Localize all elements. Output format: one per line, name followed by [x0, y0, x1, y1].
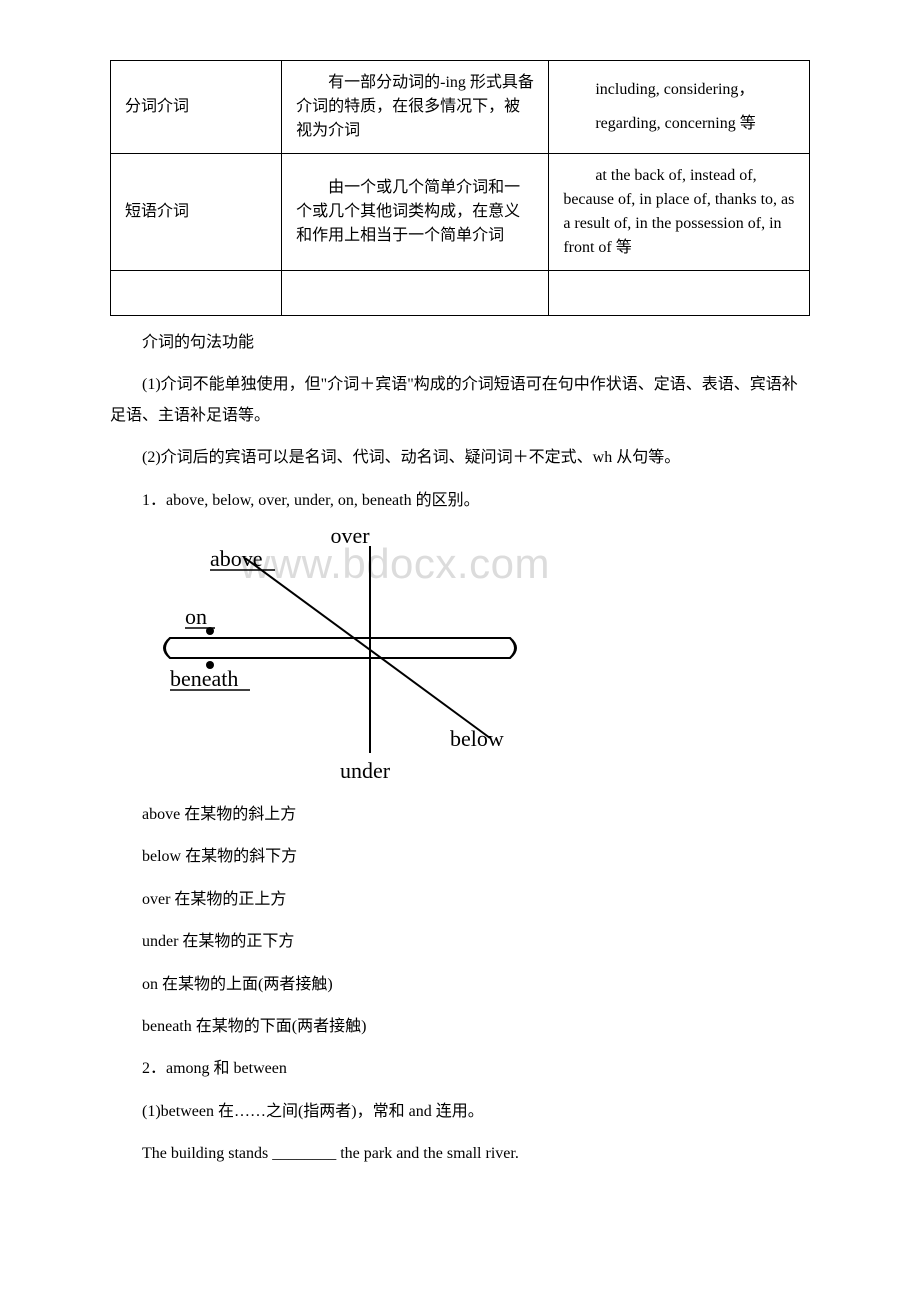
oval-shape [165, 638, 515, 658]
oval-right-arc [510, 638, 516, 658]
cell-desc: 由一个或几个简单介词和一个或几个其他词类构成，在意义和作用上相当于一个简单介词 [282, 154, 549, 271]
cell-text: 由一个或几个简单介词和一个或几个其他词类构成，在意义和作用上相当于一个简单介词 [296, 176, 534, 248]
preposition-diagram: www.bdocx.com over above on beneath belo… [150, 528, 570, 788]
preposition-types-table: 分词介词 有一部分动词的-ing 形式具备介词的特质，在很多情况下，被视为介词 … [110, 60, 810, 316]
empty-cell [549, 271, 810, 316]
diagonal-line [245, 558, 490, 738]
cell-text: 有一部分动词的-ing 形式具备介词的特质，在很多情况下，被视为介词 [296, 71, 534, 143]
label-under: under [340, 758, 391, 783]
label-beneath: beneath [170, 666, 238, 691]
oval-left-arc [164, 638, 170, 658]
cell-text: 分词介词 [125, 95, 267, 119]
cell-text: regarding, concerning 等 [563, 112, 795, 136]
cell-text: at the back of, instead of, because of, … [563, 164, 795, 260]
paragraph: 1．above, below, over, under, on, beneath… [110, 486, 810, 516]
definition-line: under 在某物的正下方 [110, 927, 810, 957]
cell-examples: including, considering， regarding, conce… [549, 61, 810, 154]
label-over: over [330, 528, 370, 548]
label-on: on [185, 604, 207, 629]
definition-line: 2．among 和 between [110, 1054, 810, 1084]
cell-text: including, considering， [563, 78, 795, 102]
empty-cell [282, 271, 549, 316]
definition-line: (1)between 在……之间(指两者)，常和 and 连用。 [110, 1097, 810, 1127]
label-below: below [450, 726, 504, 751]
definition-line: below 在某物的斜下方 [110, 842, 810, 872]
empty-cell [111, 271, 282, 316]
paragraph: (2)介词后的宾语可以是名词、代词、动名词、疑问词＋不定式、wh 从句等。 [110, 443, 810, 473]
diagram-svg: over above on beneath below under [150, 528, 570, 788]
definition-line: beneath 在某物的下面(两者接触) [110, 1012, 810, 1042]
cell-desc: 有一部分动词的-ing 形式具备介词的特质，在很多情况下，被视为介词 [282, 61, 549, 154]
cell-type: 短语介词 [111, 154, 282, 271]
definition-line: over 在某物的正上方 [110, 885, 810, 915]
cell-examples: at the back of, instead of, because of, … [549, 154, 810, 271]
table-row-empty [111, 271, 810, 316]
definition-line: The building stands ________ the park an… [110, 1139, 810, 1169]
definition-line: on 在某物的上面(两者接触) [110, 970, 810, 1000]
table-row: 分词介词 有一部分动词的-ing 形式具备介词的特质，在很多情况下，被视为介词 … [111, 61, 810, 154]
cell-text: 短语介词 [125, 200, 267, 224]
paragraph: (1)介词不能单独使用，但"介词＋宾语"构成的介词短语可在句中作状语、定语、表语… [110, 370, 810, 431]
label-above: above [210, 546, 263, 571]
section-title: 介词的句法功能 [110, 328, 810, 358]
cell-type: 分词介词 [111, 61, 282, 154]
table-row: 短语介词 由一个或几个简单介词和一个或几个其他词类构成，在意义和作用上相当于一个… [111, 154, 810, 271]
definition-line: above 在某物的斜上方 [110, 800, 810, 830]
